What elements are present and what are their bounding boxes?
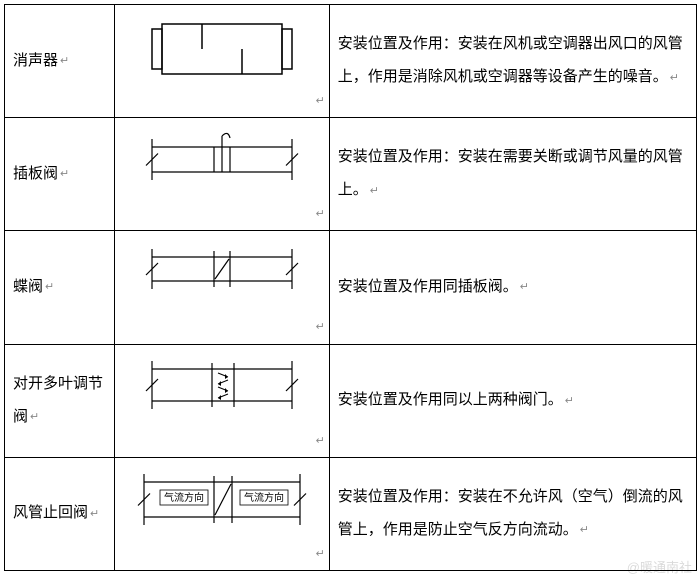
return-icon: ↵ <box>30 405 39 429</box>
component-name: 插板阀↵ <box>5 118 115 231</box>
return-icon: ↵ <box>316 429 325 453</box>
component-description: 安装位置及作用同以上两种阀门。↵ <box>329 344 696 457</box>
table-row: 蝶阀↵ ↵安装位置及作用同插板阀。↵ <box>5 231 697 344</box>
component-description: 安装位置及作用同插板阀。↵ <box>329 231 696 344</box>
return-icon: ↵ <box>45 275 54 299</box>
component-symbol: ↵ <box>114 118 329 231</box>
svg-text:气流方向: 气流方向 <box>244 491 284 504</box>
return-icon: ↵ <box>580 518 589 542</box>
component-description: 安装位置及作用：安装在需要关断或调节风量的风管上。↵ <box>329 118 696 231</box>
return-icon: ↵ <box>316 542 325 566</box>
return-icon: ↵ <box>670 66 679 90</box>
component-description: 安装位置及作用：安装在不允许风（空气）倒流的风管上，作用是防止空气反方向流动。↵ <box>329 457 696 570</box>
component-name: 风管止回阀↵ <box>5 457 115 570</box>
table-row: 插板阀↵ ↵安装位置及作用：安装在需要关断或调节风量的风管上。↵ <box>5 118 697 231</box>
return-icon: ↵ <box>316 202 325 226</box>
component-symbol: ↵ <box>114 344 329 457</box>
component-name: 消声器↵ <box>5 5 115 118</box>
component-symbol: ↵ <box>114 5 329 118</box>
return-icon: ↵ <box>565 389 574 413</box>
return-icon: ↵ <box>60 162 69 186</box>
table-row: 风管止回阀↵ 气流方向气流方向↵安装位置及作用：安装在不允许风（空气）倒流的风管… <box>5 457 697 570</box>
svg-text:气流方向: 气流方向 <box>164 491 204 504</box>
return-icon: ↵ <box>520 275 529 299</box>
component-symbol: ↵ <box>114 231 329 344</box>
component-description: 安装位置及作用：安装在风机或空调器出风口的风管上，作用是消除风机或空调器等设备产… <box>329 5 696 118</box>
return-icon: ↵ <box>316 315 325 339</box>
return-icon: ↵ <box>90 502 99 526</box>
return-icon: ↵ <box>60 49 69 73</box>
return-icon: ↵ <box>316 89 325 113</box>
component-name: 对开多叶调节阀↵ <box>5 344 115 457</box>
component-symbol: 气流方向 气流方向 ↵ <box>114 457 329 570</box>
watermark-text: @暖通南社 <box>627 557 692 576</box>
return-icon: ↵ <box>370 179 379 203</box>
table-row: 对开多叶调节阀↵ ↵安装位置及作用同以上两种阀门。↵ <box>5 344 697 457</box>
component-name: 蝶阀↵ <box>5 231 115 344</box>
hvac-components-table: 消声器↵↵安装位置及作用：安装在风机或空调器出风口的风管上，作用是消除风机或空调… <box>4 4 697 571</box>
table-row: 消声器↵↵安装位置及作用：安装在风机或空调器出风口的风管上，作用是消除风机或空调… <box>5 5 697 118</box>
